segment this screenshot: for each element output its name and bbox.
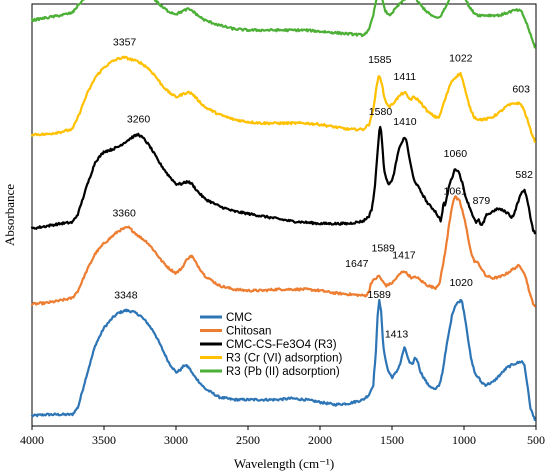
peak-label: 1417 [392,250,416,262]
x-tick-label: 1500 [380,433,404,447]
peak-label: 3348 [114,289,138,301]
peak-label: 3357 [113,36,137,48]
legend-entry: CMC [226,312,252,324]
peak-label: 1411 [394,71,417,83]
series-line-2 [30,125,536,235]
peak-label: 3260 [127,113,151,125]
series-line-4 [30,0,536,49]
x-tick-label: 4000 [20,433,44,447]
peak-label: 1413 [385,329,409,341]
peak-label: 1585 [368,54,392,66]
x-tick-label: 3000 [164,433,188,447]
x-tick-label: 3500 [92,433,116,447]
x-axis-ticks: 4000 3500 3000 2500 2000 1500 1000 500 [20,426,545,447]
x-tick-label: 2500 [236,433,260,447]
peak-label: 1022 [449,53,473,65]
legend-entry: CMC-CS-Fe3O4 (R3) [226,339,337,351]
x-axis-label: Wavelength (cm⁻¹) [234,456,334,471]
series-line-0 [30,298,536,421]
peak-label: 3360 [112,208,136,220]
peak-label: 603 [512,84,530,96]
legend-entry: Chitosan [226,326,271,338]
x-tick-label: 2000 [308,433,332,447]
peak-label: 1410 [393,116,417,128]
peak-label: 1580 [369,106,393,118]
peak-label: 1061 [444,185,468,197]
peak-label: 602 [513,0,531,3]
peak-labels: 3348 158914131020336016471589141710613260… [112,0,533,341]
series-line-3 [30,55,536,143]
peak-label: 1060 [444,148,468,160]
peak-label: 1589 [372,243,396,255]
legend-entry: R3 (Pb (II) adsorption) [226,366,340,378]
peak-label: 582 [515,169,533,181]
plot-frame [31,3,537,427]
legend-entry: R3 (Cr (VI) adsorption) [226,353,342,365]
x-tick-label: 500 [527,433,545,447]
x-tick-label: 1000 [452,433,476,447]
peak-label: 1647 [345,258,369,270]
series-layer [30,0,536,421]
peak-label: 1020 [449,277,473,289]
y-axis-label: Absorbance [2,184,17,246]
peak-label: 879 [473,195,491,207]
series-line-1 [30,195,536,308]
peak-label: 1589 [368,289,392,301]
